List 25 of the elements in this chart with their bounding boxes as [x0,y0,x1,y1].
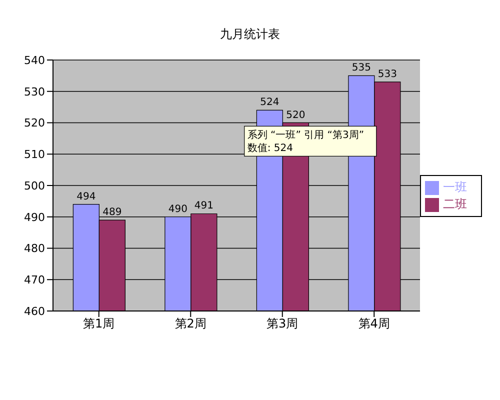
y-tick-label: 510 [24,148,45,162]
x-tick-label: 第3周 [266,316,298,331]
data-label: 533 [378,68,397,80]
x-tick-label: 第1周 [83,316,115,331]
x-tick-label: 第2周 [174,316,206,331]
chart-title: 九月统计表 [219,26,281,43]
data-label: 524 [260,97,280,108]
y-tick-label: 490 [24,210,45,224]
y-tick-label: 530 [24,85,45,98]
data-label: 494 [76,191,96,202]
y-tick-label: 540 [24,54,45,67]
legend-label: 二班 [443,197,467,211]
y-tick-label: 470 [24,274,45,287]
y-tick-label: 480 [24,242,45,256]
x-tick-label: 第4周 [358,316,390,331]
data-label: 535 [352,62,371,74]
annotation: 系列 “一班” 引用 “第3周” 数值: 524 [247,129,364,154]
data-label: 491 [194,200,214,212]
y-tick-label: 500 [24,179,45,192]
data-label: 520 [286,110,306,121]
legend-label: 一班 [443,180,467,194]
y-tick-label: 520 [24,116,45,130]
data-label: 489 [102,207,122,218]
data-label: 490 [168,204,188,215]
y-tick-label: 460 [24,304,45,318]
